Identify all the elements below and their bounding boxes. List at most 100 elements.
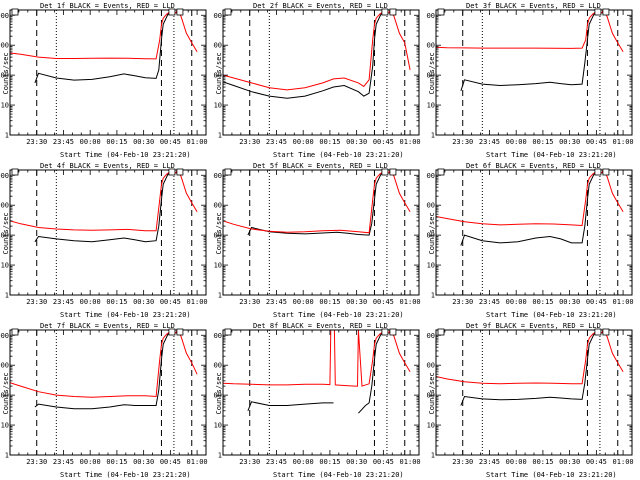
series-group	[436, 170, 624, 246]
x-tick-label: 00:00	[293, 298, 314, 306]
detector-chart: Det 4f BLACK = Events, RED = LLD Counts/s…	[0, 162, 208, 319]
x-tick-label: 00:00	[80, 138, 101, 146]
x-tick-label: 01:00	[613, 138, 634, 146]
detector-chart: Det 5f BLACK = Events, RED = LLD Counts/s…	[213, 162, 421, 319]
plot-frame	[9, 329, 207, 456]
black-series-line	[223, 12, 391, 99]
top-marker-box	[389, 168, 397, 176]
x-tick-label: 01:00	[187, 458, 208, 466]
detector-chart: Det 9f BLACK = Events, RED = LLD Counts/s…	[426, 322, 634, 479]
y-axis-label: Counts/sec	[215, 212, 223, 254]
y-tick-label: 10	[1, 102, 9, 110]
black-series-line	[460, 332, 609, 406]
x-tick-label: 00:45	[373, 138, 394, 146]
detector-panel: Det 4f BLACK = Events, RED = LLD Counts/s…	[0, 160, 213, 320]
series-group	[436, 10, 624, 91]
y-tick-label: 100	[0, 392, 9, 400]
x-tick-label: 23:45	[53, 138, 74, 146]
x-tick-label: 23:30	[239, 458, 260, 466]
x-tick-label: 00:00	[293, 458, 314, 466]
x-axis-label: Start Time (04-Feb-10 23:21:20)	[60, 311, 191, 319]
top-marker-box	[224, 168, 232, 176]
top-marker-box	[594, 328, 602, 336]
x-tick-label: 01:00	[613, 298, 634, 306]
top-marker-box	[602, 8, 610, 16]
x-tick-label: 23:30	[26, 138, 47, 146]
x-tick-label: 00:30	[133, 298, 154, 306]
red-series-line	[10, 330, 198, 398]
x-tick-label: 00:45	[586, 298, 607, 306]
top-marker-box	[11, 8, 19, 16]
top-marker-box	[224, 8, 232, 16]
detector-panel: Det 6f BLACK = Events, RED = LLD Counts/s…	[426, 160, 639, 320]
x-tick-label: 00:00	[506, 138, 527, 146]
y-tick-label: 100	[213, 72, 222, 80]
detector-panel: Det 2f BLACK = Events, RED = LLD Counts/s…	[213, 0, 426, 160]
chart-title: Det 2f BLACK = Events, RED = LLD	[253, 2, 388, 10]
y-axis-label: Counts/sec	[2, 212, 10, 254]
x-tick-label: 00:00	[80, 298, 101, 306]
x-tick-label: 01:00	[187, 138, 208, 146]
x-axis-label: Start Time (04-Feb-10 23:21:20)	[486, 311, 617, 319]
series-group	[10, 170, 198, 243]
x-tick-label: 23:45	[266, 298, 287, 306]
y-tick-label: 1	[431, 292, 435, 300]
detector-chart: Det 2f BLACK = Events, RED = LLD Counts/s…	[213, 2, 421, 159]
x-tick-label: 23:45	[266, 458, 287, 466]
y-tick-label: 1	[218, 452, 222, 460]
x-tick-label: 00:45	[160, 458, 181, 466]
y-tick-label: 10	[1, 262, 9, 270]
x-tick-label: 00:30	[346, 298, 367, 306]
chart-title: Det 4f BLACK = Events, RED = LLD	[40, 162, 175, 170]
detector-panel: Det 7f BLACK = Events, RED = LLD Counts/s…	[0, 320, 213, 480]
x-tick-label: 23:30	[239, 138, 260, 146]
plot-frame	[9, 169, 207, 296]
black-series-line	[34, 172, 183, 243]
series-group	[223, 10, 411, 99]
x-tick-label: 23:45	[266, 138, 287, 146]
top-marker-box	[176, 8, 184, 16]
y-tick-label: 10	[427, 102, 435, 110]
top-marker-box	[389, 328, 397, 336]
x-tick-label: 00:30	[559, 458, 580, 466]
x-tick-label: 00:00	[506, 298, 527, 306]
x-tick-label: 00:30	[346, 458, 367, 466]
x-tick-label: 00:15	[106, 298, 127, 306]
y-tick-label: 100	[213, 392, 222, 400]
red-series-line	[436, 330, 624, 385]
top-marker-box	[437, 8, 445, 16]
red-series-line	[223, 10, 411, 91]
top-marker-box	[381, 8, 389, 16]
x-axis-label: Start Time (04-Feb-10 23:21:20)	[486, 151, 617, 159]
x-tick-label: 01:00	[400, 138, 421, 146]
x-tick-label: 00:15	[319, 458, 340, 466]
x-tick-label: 00:45	[586, 458, 607, 466]
y-axis-label: Counts/sec	[215, 52, 223, 94]
y-tick-label: 1	[218, 132, 222, 140]
detector-panel: Det 5f BLACK = Events, RED = LLD Counts/s…	[213, 160, 426, 320]
x-tick-label: 00:15	[532, 298, 553, 306]
y-axis-label: Counts/sec	[428, 212, 436, 254]
red-series-line	[436, 10, 624, 53]
detector-panel: Det 1f BLACK = Events, RED = LLD Counts/s…	[0, 0, 213, 160]
x-tick-label: 00:45	[373, 458, 394, 466]
x-tick-label: 00:00	[506, 458, 527, 466]
chart-title: Det 1f BLACK = Events, RED = LLD	[40, 2, 175, 10]
detector-chart: Det 1f BLACK = Events, RED = LLD Counts/s…	[0, 2, 208, 159]
x-tick-label: 00:15	[319, 138, 340, 146]
y-tick-label: 100	[426, 232, 435, 240]
x-tick-label: 00:30	[133, 138, 154, 146]
x-tick-label: 00:30	[133, 458, 154, 466]
series-group	[223, 330, 411, 414]
y-tick-label: 10	[214, 262, 222, 270]
